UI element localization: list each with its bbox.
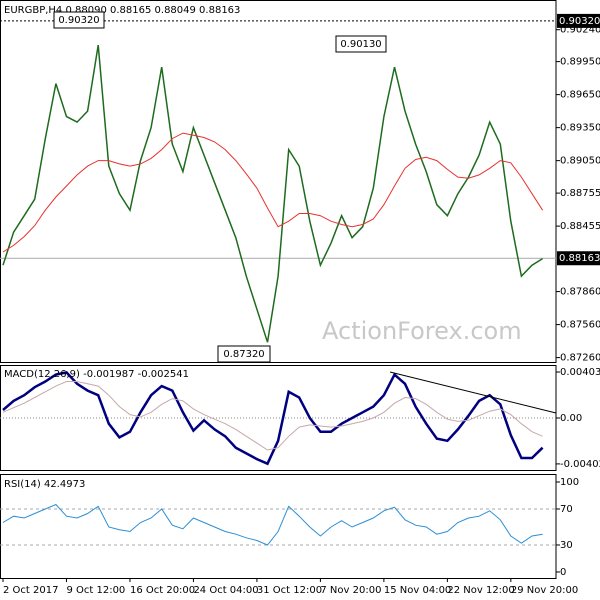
price-box [557, 13, 600, 28]
annotation-box [335, 35, 387, 53]
annotation-box [53, 11, 105, 29]
y-tick-label: 0.87260 [560, 353, 600, 364]
macd-title: MACD(12,26,9) -0.001987 -0.002541 [4, 369, 189, 380]
y-tick-label: 100 [560, 477, 579, 488]
annotation-box [217, 345, 271, 363]
price-label: 0.88163 [559, 253, 600, 264]
rsi-title: RSI(14) 42.4973 [4, 479, 85, 490]
x-tick-label: 16 Oct 20:00 [130, 585, 195, 596]
y-tick-label: 0.89050 [560, 156, 600, 167]
y-tick-label: 70 [560, 504, 573, 515]
series-line [2, 381, 543, 451]
trend-line [389, 371, 557, 414]
series-line [2, 132, 544, 253]
y-tick-label: 0.88455 [560, 221, 600, 232]
y-tick-label: 0 [560, 567, 566, 578]
x-tick-label: 31 Oct 12:00 [257, 585, 322, 596]
series-line [2, 503, 543, 546]
series-line [2, 44, 543, 343]
y-tick-label: -0.004021 [560, 459, 600, 470]
price-label: 0.90320 [559, 16, 600, 27]
y-tick-label: 0.89350 [560, 123, 600, 134]
x-tick-label: 22 Nov 12:00 [447, 585, 514, 596]
y-tick-label: 0.89650 [560, 90, 600, 101]
y-tick-label: 0.00 [560, 413, 582, 424]
series-line [2, 371, 544, 466]
panel-frame [0, 0, 557, 363]
y-tick-label: 0.90240 [560, 25, 600, 36]
panel-frame [0, 474, 557, 579]
y-tick-label: 0.00403 [560, 367, 600, 378]
annotation: 0.90320 [58, 15, 99, 26]
y-tick-label: 0.87860 [560, 287, 600, 298]
chart-title: EURGBP,H4 0.88090 0.88165 0.88049 0.8816… [4, 5, 240, 16]
x-tick-label: 2 Oct 2017 [3, 585, 58, 596]
x-tick-label: 15 Nov 04:00 [384, 585, 451, 596]
x-tick-label: 24 Oct 04:00 [193, 585, 258, 596]
x-tick-label: 9 Oct 12:00 [66, 585, 125, 596]
annotation: 0.87320 [223, 349, 264, 360]
y-tick-label: 30 [560, 540, 573, 551]
y-tick-label: 0.87560 [560, 320, 600, 331]
x-tick-label: 7 Nov 20:00 [320, 585, 381, 596]
y-tick-label: 0.89950 [560, 57, 600, 68]
y-tick-label: 0.88755 [560, 188, 600, 199]
price-box [557, 251, 600, 266]
watermark: ActionForex.com [322, 317, 522, 345]
annotation: 0.90130 [340, 39, 381, 50]
x-tick-label: 29 Nov 20:00 [511, 585, 578, 596]
